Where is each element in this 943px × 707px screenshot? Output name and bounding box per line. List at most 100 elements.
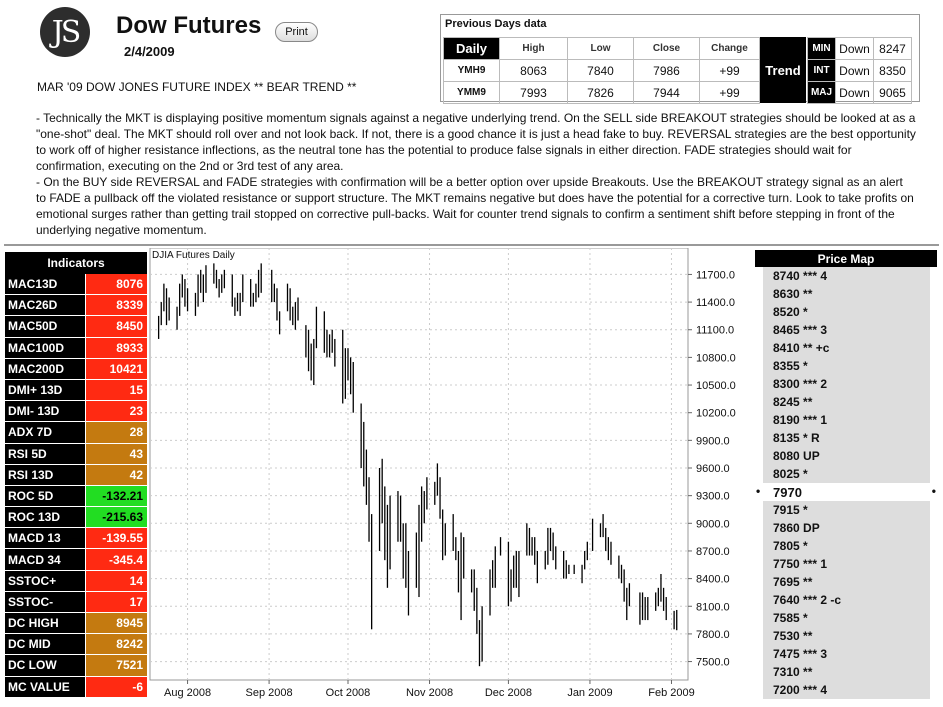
price-map-item: 8300 *** 2: [763, 375, 930, 393]
y-tick-label: 8100.0: [696, 601, 730, 613]
x-tick-label: Jan 2009: [567, 687, 612, 699]
table-row: MIN Down 8247: [807, 37, 912, 60]
y-tick-label: 11700.0: [696, 269, 735, 281]
indicator-row: RSI 5D 43: [5, 443, 147, 465]
x-tick-label: Feb 2009: [648, 687, 694, 699]
low-cell: 7826: [567, 81, 634, 104]
trend-direction: Down: [835, 81, 874, 104]
symbol-cell: YMH9: [443, 59, 500, 82]
col-header: Low: [567, 37, 634, 60]
price-map-item: 8520 *: [763, 303, 930, 321]
current-price-marker: •: [931, 484, 936, 498]
indicator-value: -345.4: [86, 549, 147, 570]
price-map-item: 7860 DP: [763, 519, 930, 537]
price-map-panel: Price Map 8740 *** 4 8630 ** 8520 * 8465 **…: [755, 250, 937, 702]
y-tick-label: 8700.0: [696, 546, 730, 558]
indicator-row: DMI- 13D 23: [5, 401, 147, 423]
indicator-value: 7521: [86, 655, 147, 676]
price-chart: DJIA Futures Daily 11700.0 11400.0 11100.0…: [148, 247, 753, 704]
y-tick-label: 11100.0: [696, 325, 734, 337]
table-row: INT Down 8350: [807, 59, 912, 82]
table-row: MAJ Down 9065: [807, 81, 912, 104]
price-map-item: 8355 *: [763, 357, 930, 375]
y-tick-label: 10800.0: [696, 352, 736, 364]
price-map-current: 7970: [763, 483, 930, 501]
price-map-item: 8465 *** 3: [763, 321, 930, 339]
price-map-item: 7200 *** 4: [763, 681, 930, 699]
price-map-heading: Price Map: [755, 250, 937, 267]
report-date: 2/4/2009: [124, 44, 175, 59]
indicator-value: 8933: [86, 337, 147, 358]
indicator-row: SSTOC+ 14: [5, 570, 147, 592]
price-map-item: 7805 *: [763, 537, 930, 555]
indicators-panel: Indicators MAC13D 8076 MAC26D 8339 MAC50D 845…: [5, 252, 147, 698]
indicator-row: DC HIGH 8945: [5, 613, 147, 635]
y-tick-label: 9600.0: [696, 463, 730, 475]
indicator-row: ROC 5D -132.21: [5, 485, 147, 508]
indicator-name: ADX 7D: [5, 422, 86, 443]
indicator-name: ROC 13D: [5, 507, 86, 528]
trend-key: MIN: [807, 37, 836, 60]
indicator-name: MC VALUE: [5, 676, 86, 697]
indicator-row: RSI 13D 42: [5, 464, 147, 486]
indicator-row: DC LOW 7521: [5, 655, 147, 677]
price-map-item: 7310 **: [763, 663, 930, 681]
indicator-name: RSI 5D: [5, 443, 86, 464]
indicator-name: DMI+ 13D: [5, 379, 86, 401]
indicator-value: 8450: [86, 316, 147, 337]
indicator-row: MAC200D 10421: [5, 358, 147, 380]
y-tick-label: 11400.0: [696, 297, 735, 309]
trend-key: MAJ: [807, 81, 836, 104]
indicator-value: -132.21: [86, 485, 147, 507]
y-tick-label: 9900.0: [696, 435, 730, 447]
y-tick-label: 10500.0: [696, 380, 736, 392]
trend-value: 8350: [873, 59, 912, 82]
symbol-cell: YMM9: [443, 81, 500, 104]
indicator-name: DC MID: [5, 634, 86, 655]
price-map-item: 7695 **: [763, 573, 930, 591]
y-tick-label: 7800.0: [696, 629, 730, 641]
indicator-row: ADX 7D 28: [5, 422, 147, 444]
indicator-name: DC LOW: [5, 655, 86, 676]
y-tick-label: 7500.0: [696, 657, 730, 669]
page-title: Dow Futures: [116, 12, 262, 39]
indicator-name: MAC200D: [5, 358, 86, 379]
indicator-name: MACD 34: [5, 549, 86, 570]
indicator-row: DMI+ 13D 15: [5, 379, 147, 402]
commentary-paragraph: - Technically the MKT is displaying posi…: [36, 111, 916, 173]
price-map-item: 7750 *** 1: [763, 555, 930, 573]
indicator-value: 23: [86, 401, 147, 422]
change-cell: +99: [699, 81, 760, 104]
page-subtitle: MAR '09 DOW JONES FUTURE INDEX ** BEAR T…: [37, 80, 357, 94]
previous-days-table: Daily High Low Close Change YMH9 8063 78…: [443, 37, 760, 104]
indicator-value: 15: [86, 379, 147, 401]
indicator-row: MC VALUE -6: [5, 676, 147, 698]
indicator-value: -215.63: [86, 507, 147, 528]
table-row: YMM9 7993 7826 7944 +99: [443, 81, 760, 104]
indicator-name: MAC100D: [5, 337, 86, 358]
daily-label: Daily: [443, 37, 500, 60]
high-cell: 7993: [499, 81, 568, 104]
indicator-row: MACD 13 -139.55: [5, 528, 147, 550]
indicator-value: 8242: [86, 634, 147, 655]
print-button[interactable]: Print: [275, 22, 318, 42]
indicator-name: RSI 13D: [5, 464, 86, 485]
price-map-item: 7915 *: [763, 501, 930, 519]
indicator-name: DC HIGH: [5, 613, 86, 634]
indicator-name: SSTOC-: [5, 591, 86, 612]
indicator-row: MACD 34 -345.4: [5, 549, 147, 571]
trend-direction: Down: [835, 59, 874, 82]
indicator-row: MAC50D 8450: [5, 316, 147, 338]
commentary: - Technically the MKT is displaying posi…: [36, 110, 916, 238]
indicator-name: SSTOC+: [5, 570, 86, 591]
col-header: High: [499, 37, 568, 60]
indicator-value: 28: [86, 422, 147, 443]
change-cell: +99: [699, 59, 760, 82]
x-tick-label: Nov 2008: [406, 687, 453, 699]
indicators-heading: Indicators: [5, 252, 147, 274]
x-tick-label: Aug 2008: [164, 687, 211, 699]
col-header: Close: [633, 37, 700, 60]
table-row: YMH9 8063 7840 7986 +99: [443, 59, 760, 82]
previous-days-heading: Previous Days data: [445, 18, 547, 30]
price-map-item: 8190 *** 1: [763, 411, 930, 429]
